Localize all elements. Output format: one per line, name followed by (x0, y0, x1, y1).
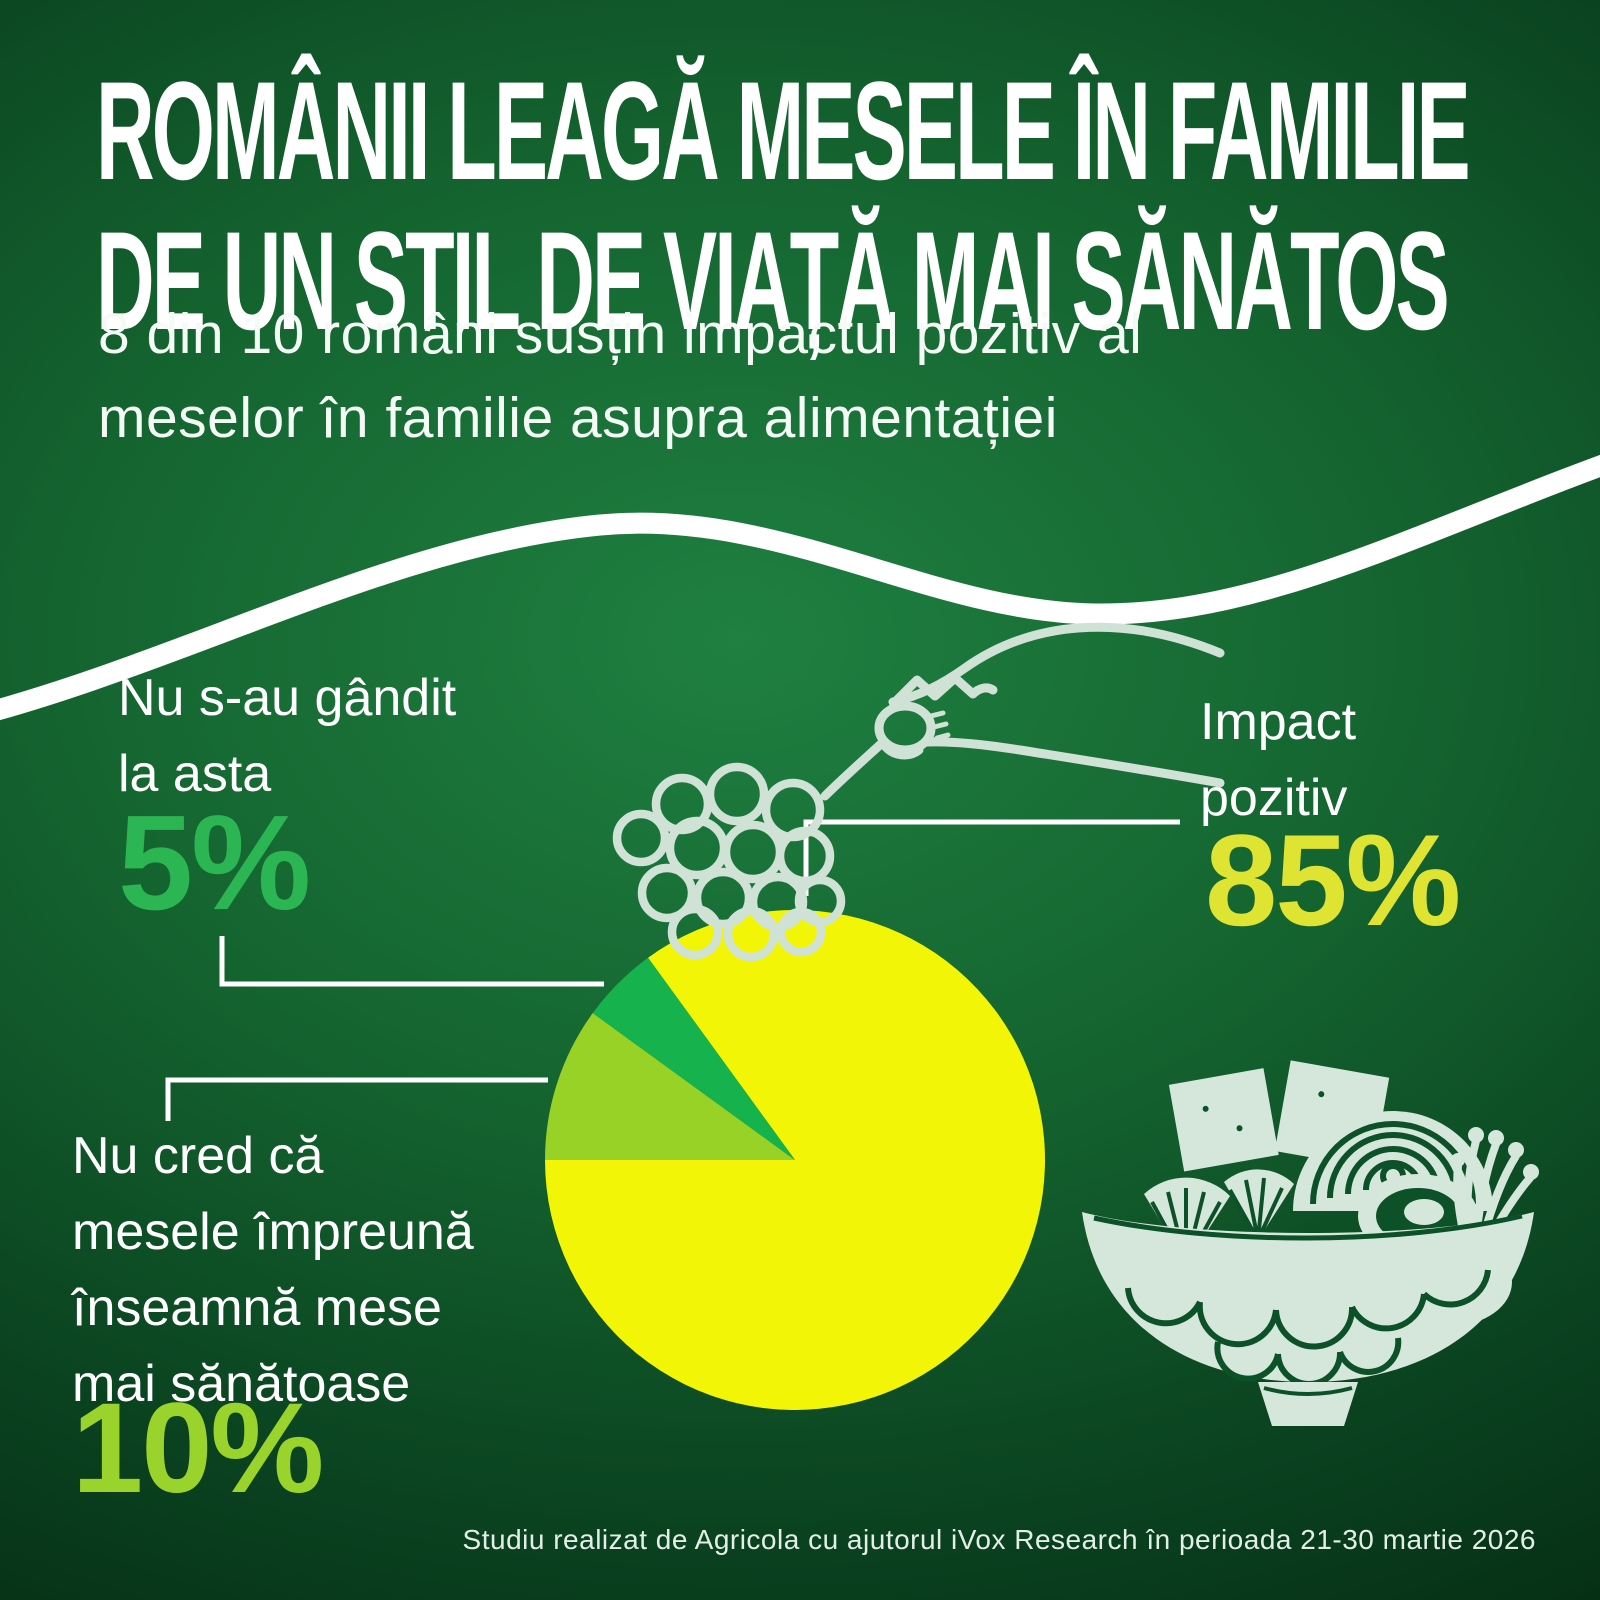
connector-10pct (165, 1077, 548, 1121)
hand-pinch-fingertip (874, 701, 936, 755)
callout-positive-percentage: 85% (1205, 807, 1461, 953)
callout-positive: Impact pozitiv (1200, 684, 1356, 836)
pie-slice-nu-s-au-g-ndit-la-asta (592, 957, 795, 1160)
pie-slice-nu-cred-c-mesele-mpreun-nseamn-mese-mai-s-n-toase (545, 1013, 795, 1160)
fingernail-marks (928, 710, 951, 741)
hand-knuckles (892, 673, 998, 705)
callout-not-believe: Nu cred că mesele împreună înseamnă mese… (72, 1118, 474, 1422)
callout-not-believe-line-4: mai sănătoase (72, 1355, 411, 1413)
hand-thumb-tip (880, 741, 924, 760)
grape-cluster (612, 762, 846, 962)
hand-grapes-illustration (612, 622, 1225, 962)
page-title-line-2: DE UN STIL DE VIAȚĂ MAI SĂNĂTOS (96, 202, 1450, 359)
page-title: ROMÂNII LEAGĂ MESELE ÎN FAMILIE DE UN ST… (96, 52, 1471, 359)
pie-chart (545, 910, 1045, 1410)
callout-not-thought-line-1: Nu s-au gândit (118, 669, 457, 727)
hand-lower-contour (922, 737, 1225, 788)
callout-positive-line-2: pozitiv (1200, 769, 1348, 827)
bowl-body (1082, 1212, 1534, 1426)
callout-positive-line-1: Impact (1200, 693, 1357, 751)
callout-not-believe-line-2: mesele împreună (72, 1203, 474, 1261)
footer-source: Studiu realizat de Agricola cu ajutorul … (462, 1524, 1536, 1555)
page-subtitle-line-2: meselor în familie asupra alimentației (98, 386, 1058, 450)
page-subtitle: 8 din 10 români susțin impactul pozitiv … (98, 292, 1142, 460)
callout-not-believe-line-3: înseamnă mese (72, 1279, 442, 1337)
page-subtitle-line-1: 8 din 10 români susțin impactul pozitiv … (98, 302, 1143, 366)
page-title-line-1: ROMÂNII LEAGĂ MESELE ÎN FAMILIE (96, 52, 1471, 209)
grape-stem (820, 739, 886, 801)
salad-bowl-illustration (1082, 1060, 1539, 1426)
callout-not-thought-line-2: la asta (118, 745, 272, 803)
pie-slice-impact-pozitiv (545, 910, 1045, 1410)
callout-not-thought-percentage: 5% (118, 787, 311, 938)
callout-not-believe-percentage: 10% (72, 1377, 324, 1520)
callout-not-believe-line-1: Nu cred că (72, 1127, 324, 1185)
callout-not-thought: Nu s-au gândit la asta (118, 660, 456, 812)
